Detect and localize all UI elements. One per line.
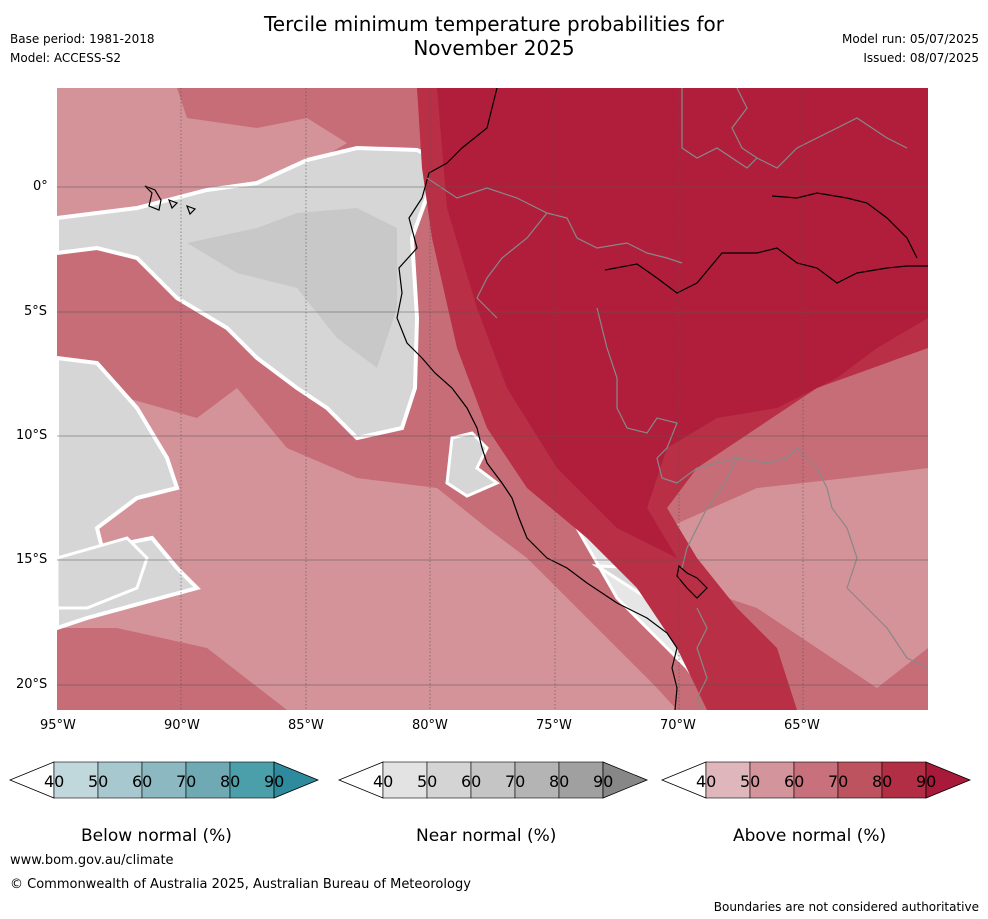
lat-label: 0°	[33, 179, 48, 194]
near-colorbar-block	[514, 761, 560, 799]
near-colorbar-tick: 70	[505, 772, 526, 791]
below-colorbar-block	[141, 761, 187, 799]
below-colorbar-tick: 50	[88, 772, 109, 791]
copyright: © Commonwealth of Australia 2025, Austra…	[10, 877, 471, 892]
near-colorbar-tick: 90	[593, 772, 614, 791]
above-colorbar-block	[881, 761, 927, 799]
title-line-1: Tercile minimum temperature probabilitie…	[263, 12, 725, 36]
near-colorbar-tick: 60	[461, 772, 482, 791]
above-colorbar-tick: 90	[916, 772, 937, 791]
near-colorbar-tick: 80	[549, 772, 570, 791]
near-colorbar-tick: 40	[373, 772, 394, 791]
model-run: Model run: 05/07/2025	[841, 32, 979, 46]
near-colorbar-block	[558, 761, 604, 799]
near-colorbar-block	[426, 761, 472, 799]
near-normal-label: Near normal (%)	[416, 826, 557, 846]
base-period: Base period: 1981-2018	[10, 32, 155, 46]
above-colorbar-block	[837, 761, 883, 799]
probability-map	[57, 88, 928, 710]
lon-label: 70°W	[660, 718, 696, 733]
near-colorbar-block	[382, 761, 428, 799]
below-colorbar-tick: 80	[220, 772, 241, 791]
lon-label: 85°W	[288, 718, 324, 733]
south-america-coast	[396, 88, 678, 710]
lon-label: 90°W	[164, 718, 200, 733]
lat-label: 5°S	[24, 304, 48, 319]
above-colorbar-block	[749, 761, 795, 799]
galapagos-islands	[144, 185, 197, 216]
above-colorbar-tick: 60	[784, 772, 805, 791]
near-colorbar-tick: 50	[417, 772, 438, 791]
near-colorbar-max-arrow	[602, 761, 649, 799]
below-colorbar-tick: 60	[132, 772, 153, 791]
graticule	[180, 88, 804, 710]
below-colorbar-block	[53, 761, 99, 799]
below-normal-label: Below normal (%)	[81, 826, 232, 846]
near-normal-inner-60	[187, 208, 397, 368]
below-colorbar-tick: 90	[264, 772, 285, 791]
above-colorbar-block	[793, 761, 839, 799]
country-borders	[426, 88, 928, 710]
amazon-tributary	[771, 192, 918, 259]
near-normal-coastal-pocket	[445, 431, 500, 498]
model-name: Model: ACCESS-S2	[10, 51, 122, 65]
title-line-2: November 2025	[413, 36, 575, 60]
map-title: Tercile minimum temperature probabilitie…	[0, 12, 988, 60]
below-colorbar-tick: 70	[176, 772, 197, 791]
lon-label: 65°W	[784, 718, 820, 733]
below-colorbar-tick: 40	[44, 772, 65, 791]
near-normal-southwest-2	[57, 536, 149, 610]
above-colorbar-tick: 70	[828, 772, 849, 791]
lake-titicaca	[676, 564, 708, 599]
above-colorbar-block	[705, 761, 751, 799]
above-colorbar-max-arrow	[925, 761, 972, 799]
disclaimer: Boundaries are not considered authoritat…	[713, 900, 979, 914]
below-colorbar-block	[97, 761, 143, 799]
lat-label: 20°S	[16, 677, 48, 692]
website-link[interactable]: www.bom.gov.au/climate	[10, 853, 174, 868]
above-colorbar-tick: 80	[872, 772, 893, 791]
above-90-region	[437, 88, 928, 558]
above-50-band-mid	[57, 388, 677, 710]
latitude-lines	[57, 186, 928, 686]
above-colorbar-tick: 50	[740, 772, 761, 791]
amazon-river	[604, 247, 928, 294]
below-colorbar-block	[229, 761, 275, 799]
lat-label: 15°S	[16, 552, 48, 567]
colorbars	[8, 761, 972, 799]
issued-date: Issued: 08/07/2025	[863, 51, 979, 65]
below-colorbar-max-arrow	[273, 761, 320, 799]
lon-label: 75°W	[536, 718, 572, 733]
below-colorbar-block	[185, 761, 231, 799]
above-normal-label: Above normal (%)	[733, 826, 887, 846]
above-50-band-east	[667, 468, 928, 688]
lon-label: 95°W	[40, 718, 76, 733]
lat-label: 10°S	[16, 428, 48, 443]
lon-label: 80°W	[412, 718, 448, 733]
near-colorbar-block	[470, 761, 516, 799]
above-colorbar-tick: 40	[696, 772, 717, 791]
